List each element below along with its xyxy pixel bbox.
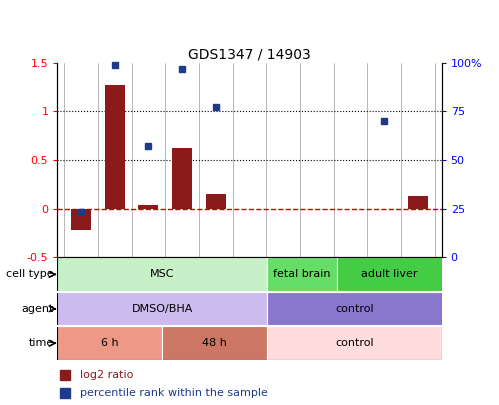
Bar	[337, 257, 442, 292]
Text: time: time	[28, 338, 54, 348]
Text: cell type: cell type	[6, 269, 54, 279]
Text: 6 h: 6 h	[101, 338, 119, 348]
Text: fetal brain: fetal brain	[273, 269, 331, 279]
Bar	[267, 257, 337, 292]
Title: GDS1347 / 14903: GDS1347 / 14903	[188, 48, 311, 62]
Text: MSC: MSC	[150, 269, 175, 279]
Bar	[57, 326, 162, 360]
Bar	[138, 205, 159, 209]
Text: 48 h: 48 h	[202, 338, 227, 348]
Bar	[105, 85, 125, 209]
Text: agent: agent	[21, 304, 54, 314]
Bar	[162, 326, 267, 360]
Text: log2 ratio: log2 ratio	[80, 370, 134, 379]
Bar	[408, 196, 428, 209]
Bar	[267, 292, 442, 326]
Text: control: control	[335, 338, 374, 348]
Text: percentile rank within the sample: percentile rank within the sample	[80, 388, 268, 398]
Bar	[57, 257, 267, 292]
Bar	[172, 148, 192, 209]
Bar	[71, 209, 91, 230]
Text: control: control	[335, 304, 374, 314]
Text: adult liver: adult liver	[361, 269, 418, 279]
Text: DMSO/BHA: DMSO/BHA	[132, 304, 193, 314]
Bar	[57, 292, 267, 326]
Bar	[267, 326, 442, 360]
Bar	[206, 194, 226, 209]
